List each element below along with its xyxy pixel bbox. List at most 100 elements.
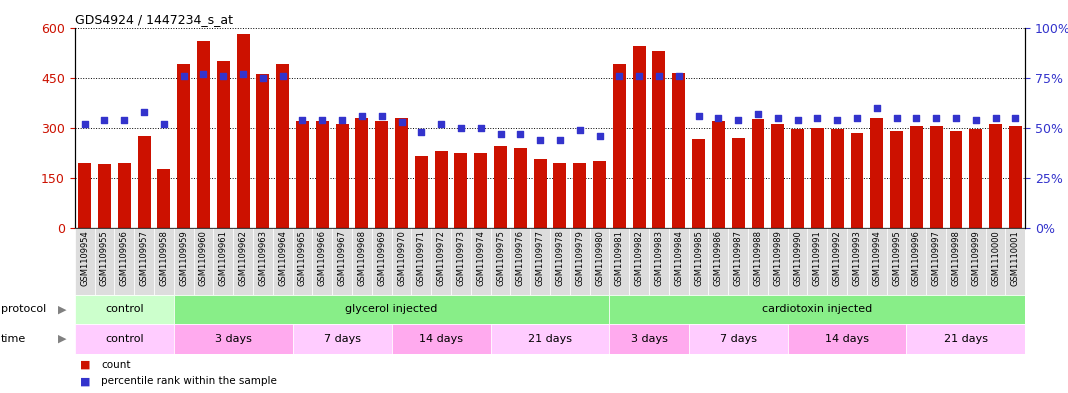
Text: GSM1109978: GSM1109978	[555, 230, 564, 286]
Text: protocol: protocol	[1, 305, 46, 314]
Text: GSM1109977: GSM1109977	[536, 230, 545, 286]
Text: GSM1109981: GSM1109981	[615, 230, 624, 286]
Bar	[610, 324, 689, 354]
Bar	[807, 228, 828, 295]
Point	[888, 114, 905, 121]
Bar	[75, 324, 174, 354]
Text: glycerol injected: glycerol injected	[345, 305, 438, 314]
Bar	[256, 74, 269, 228]
Bar	[117, 163, 130, 228]
Bar	[610, 228, 629, 295]
Bar	[490, 228, 511, 295]
Bar	[332, 228, 352, 295]
Text: GSM1109987: GSM1109987	[734, 230, 742, 286]
Bar	[233, 228, 253, 295]
Point	[848, 114, 865, 121]
Bar	[890, 131, 904, 228]
Bar	[293, 228, 312, 295]
Bar	[970, 129, 983, 228]
Point	[155, 121, 172, 127]
Bar	[910, 126, 923, 228]
Point	[908, 114, 925, 121]
Text: 3 days: 3 days	[215, 334, 252, 344]
Point	[690, 112, 707, 119]
Point	[195, 70, 213, 77]
Text: GSM1109989: GSM1109989	[773, 230, 782, 286]
Bar	[728, 228, 748, 295]
Point	[987, 114, 1004, 121]
Point	[947, 114, 964, 121]
Point	[274, 72, 292, 79]
Bar	[752, 119, 765, 228]
Bar	[768, 228, 787, 295]
Point	[968, 117, 985, 123]
Bar	[237, 34, 250, 228]
Bar	[791, 129, 804, 228]
Bar	[174, 295, 610, 324]
Text: GSM1109972: GSM1109972	[437, 230, 445, 286]
Bar	[174, 228, 193, 295]
Bar	[828, 228, 847, 295]
Text: GSM1109980: GSM1109980	[595, 230, 604, 286]
Bar	[593, 161, 606, 228]
Text: control: control	[105, 334, 143, 344]
Bar	[435, 151, 447, 228]
Text: ■: ■	[80, 360, 91, 370]
Bar	[629, 228, 649, 295]
Text: ▶: ▶	[58, 334, 66, 344]
Bar	[574, 163, 586, 228]
Point	[671, 72, 688, 79]
Text: GSM1109971: GSM1109971	[417, 230, 426, 286]
Point	[512, 130, 529, 137]
Point	[294, 117, 311, 123]
Point	[829, 117, 846, 123]
Text: GSM1109988: GSM1109988	[753, 230, 763, 286]
Bar	[75, 228, 95, 295]
Bar	[253, 228, 272, 295]
Bar	[867, 228, 886, 295]
Bar	[811, 128, 823, 228]
Bar	[632, 46, 645, 228]
Bar	[831, 129, 844, 228]
Point	[1007, 114, 1024, 121]
Text: GSM1109995: GSM1109995	[892, 230, 901, 286]
Text: GSM1109955: GSM1109955	[100, 230, 109, 286]
Text: GSM1109966: GSM1109966	[318, 230, 327, 286]
Point	[96, 117, 113, 123]
Text: control: control	[105, 305, 143, 314]
Text: GSM1109985: GSM1109985	[694, 230, 703, 286]
Text: percentile rank within the sample: percentile rank within the sample	[101, 376, 278, 386]
Bar	[356, 118, 368, 228]
Bar	[949, 131, 962, 228]
Point	[393, 119, 410, 125]
Bar	[455, 153, 468, 228]
Text: 14 days: 14 days	[826, 334, 869, 344]
Text: ▶: ▶	[58, 305, 66, 314]
Bar	[511, 228, 530, 295]
Point	[928, 114, 945, 121]
Text: GSM1109994: GSM1109994	[873, 230, 881, 286]
Point	[235, 70, 252, 77]
Point	[532, 137, 549, 143]
Text: GSM1109998: GSM1109998	[952, 230, 960, 286]
Bar	[1005, 228, 1025, 295]
Text: 3 days: 3 days	[630, 334, 668, 344]
Bar	[277, 64, 289, 228]
Bar	[926, 228, 946, 295]
Bar	[471, 228, 490, 295]
Text: GSM1109973: GSM1109973	[456, 230, 466, 286]
Bar	[986, 228, 1005, 295]
Text: ■: ■	[80, 376, 91, 386]
Bar	[553, 163, 566, 228]
Bar	[1009, 126, 1022, 228]
Bar	[787, 228, 807, 295]
Point	[254, 74, 271, 81]
Bar	[138, 136, 151, 228]
Bar	[78, 163, 91, 228]
Bar	[75, 295, 174, 324]
Text: GSM1109956: GSM1109956	[120, 230, 129, 286]
Point	[492, 130, 509, 137]
Bar	[787, 324, 907, 354]
Bar	[669, 228, 689, 295]
Text: GSM1109975: GSM1109975	[496, 230, 505, 286]
